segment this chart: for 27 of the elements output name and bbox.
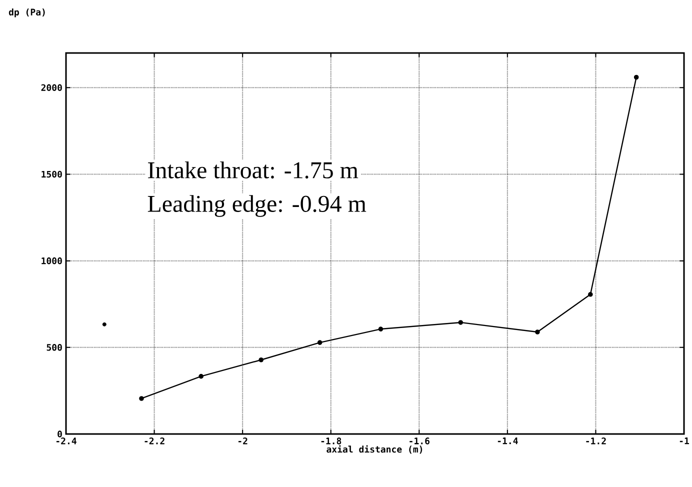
point (198, 374, 204, 379)
point (458, 320, 464, 325)
y-tick-label: 1000 (42, 257, 62, 264)
y-tick-label: 1500 (42, 170, 62, 178)
x-tick-label: -1.8 (321, 438, 342, 444)
point (535, 330, 540, 334)
y-tick-label: 0 (58, 430, 62, 438)
x-tick-label: -2.4 (56, 438, 76, 444)
point (317, 340, 322, 345)
x-tick-label: -1.2 (586, 438, 606, 444)
point (102, 322, 106, 326)
x-tick-label: -1.6 (410, 438, 430, 444)
point (378, 326, 384, 332)
x-tick-label: -2 (238, 438, 248, 444)
x-tick-label: -1 (680, 438, 689, 444)
annotation: Leading edge: -0.94 m (148, 195, 366, 217)
x-tick-label: -2.2 (144, 438, 164, 444)
x-axis-title: axial distance (m) (326, 445, 422, 454)
x-tick-label: -1.4 (498, 438, 518, 444)
y-tick-label: 2000 (41, 84, 62, 92)
annotation: Intake throat: -1.75 m (148, 161, 358, 178)
point (588, 292, 593, 297)
point (258, 357, 264, 362)
y-axis-title: dp (Pa) (8, 8, 45, 18)
y-tick-label: 500 (46, 344, 62, 351)
point (634, 74, 639, 80)
point (139, 396, 144, 401)
